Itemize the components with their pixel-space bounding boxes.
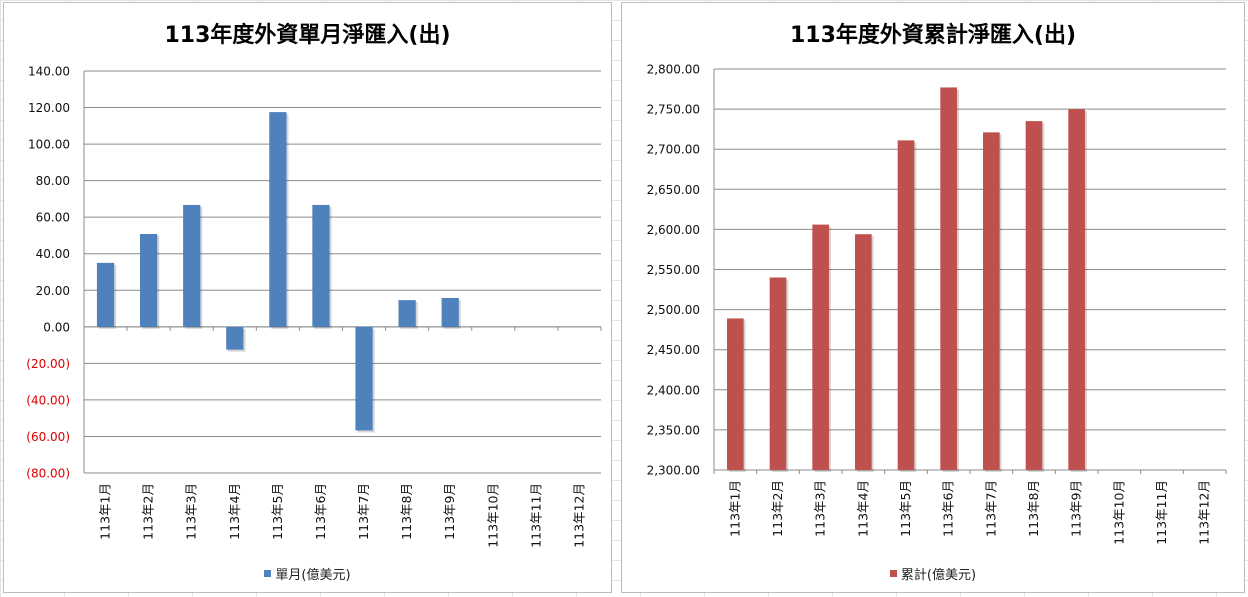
y-tick-label: 2,400.00 [647,383,700,397]
chart-legend: 單月(億美元) [4,564,611,583]
x-tick-label: 113年10月 [1111,480,1126,545]
y-tick-label: 0.00 [43,320,70,334]
x-tick-label: 113年4月 [227,483,242,540]
x-tick-label: 113年7月 [356,483,371,540]
x-tick-label: 113年7月 [983,480,998,537]
x-tick-label: 113年10月 [485,483,500,548]
y-tick-label: 120.00 [28,101,70,115]
monthly-chart-plot: 140.00 120.00 100.00 80.00 60.00 40.00 20.00 0.… [26,65,602,548]
y-tick-label: 80.00 [36,174,70,188]
cumulative-net-flow-chart[interactable]: 113年度外資累計淨匯入(出) 2,800.00 2,750.00 2,700.00… [621,2,1245,593]
y-tick-label: 2,450.00 [647,343,700,357]
chart-title: 113年度外資累計淨匯入(出) [789,23,1077,48]
bar [812,224,829,470]
x-tick-label: 113年9月 [442,483,457,540]
x-tick-label: 113年1月 [98,483,113,540]
y-tick-label: 2,350.00 [647,423,700,437]
y-tick-label: 2,300.00 [647,464,700,478]
x-tick-label: 113年9月 [1069,480,1084,537]
y-tick-label: (80.00) [26,467,70,481]
bar [1068,109,1085,470]
y-tick-label: 100.00 [28,138,70,152]
y-tick-label: (60.00) [26,430,70,444]
x-tick-label: 113年5月 [898,480,913,537]
bar [140,233,158,327]
bar [355,326,373,431]
bar [1025,121,1043,470]
bar [855,234,872,470]
x-tick-label: 113年1月 [727,480,742,537]
cumulative-chart-plot: 2,800.00 2,750.00 2,700.00 2,650.00 2,600.00… [647,63,1227,545]
chart-legend: 累計(億美元) [622,564,1244,583]
y-tick-label: 2,650.00 [647,183,700,197]
y-tick-label: 20.00 [36,284,70,298]
bar [269,112,287,327]
y-tick-label: (40.00) [26,393,70,407]
y-tick-label: 140.00 [28,65,70,79]
bar [897,140,915,471]
bar [183,204,201,327]
y-tick-label: (20.00) [26,357,70,371]
x-tick-label: 113年12月 [571,483,586,548]
x-tick-label: 113年2月 [770,480,785,537]
bar [940,87,957,471]
x-tick-label: 113年8月 [1026,480,1041,537]
x-tick-label: 113年6月 [313,483,328,540]
monthly-net-flow-chart[interactable]: 113年度外資單月淨匯入(出) 140.00 120.00 100.00 80.00 6… [3,2,612,593]
x-tick-label: 113年5月 [270,483,285,540]
y-tick-label: 2,500.00 [647,303,700,317]
bar [727,318,744,470]
bar [983,132,1000,470]
x-tick-label: 113年8月 [399,483,414,540]
y-tick-label: 2,700.00 [647,143,700,157]
bar [96,262,115,327]
y-tick-label: 2,800.00 [647,63,700,77]
y-tick-label: 2,550.00 [647,263,700,277]
y-tick-label: 2,750.00 [647,103,700,117]
x-tick-label: 113年11月 [1154,480,1169,545]
legend-label: 累計(億美元) [900,568,977,583]
x-tick-label: 113年11月 [528,483,543,548]
legend-swatch [264,570,272,577]
x-tick-label: 113年2月 [141,483,156,540]
bar [441,297,459,327]
bar [312,204,330,327]
x-tick-label: 113年12月 [1197,480,1212,545]
y-tick-label: 40.00 [36,247,70,261]
bar [398,300,416,327]
y-tick-label: 2,600.00 [647,223,700,237]
x-tick-label: 113年6月 [941,480,956,537]
legend-label: 單月(億美元) [275,568,351,583]
bar [769,277,787,470]
chart-title: 113年度外資單月淨匯入(出) [164,23,451,48]
x-tick-label: 113年3月 [184,483,199,540]
y-tick-label: 60.00 [36,211,70,225]
bar [226,326,244,350]
legend-swatch [889,570,897,577]
x-tick-label: 113年3月 [813,480,828,537]
x-tick-label: 113年4月 [855,480,870,537]
